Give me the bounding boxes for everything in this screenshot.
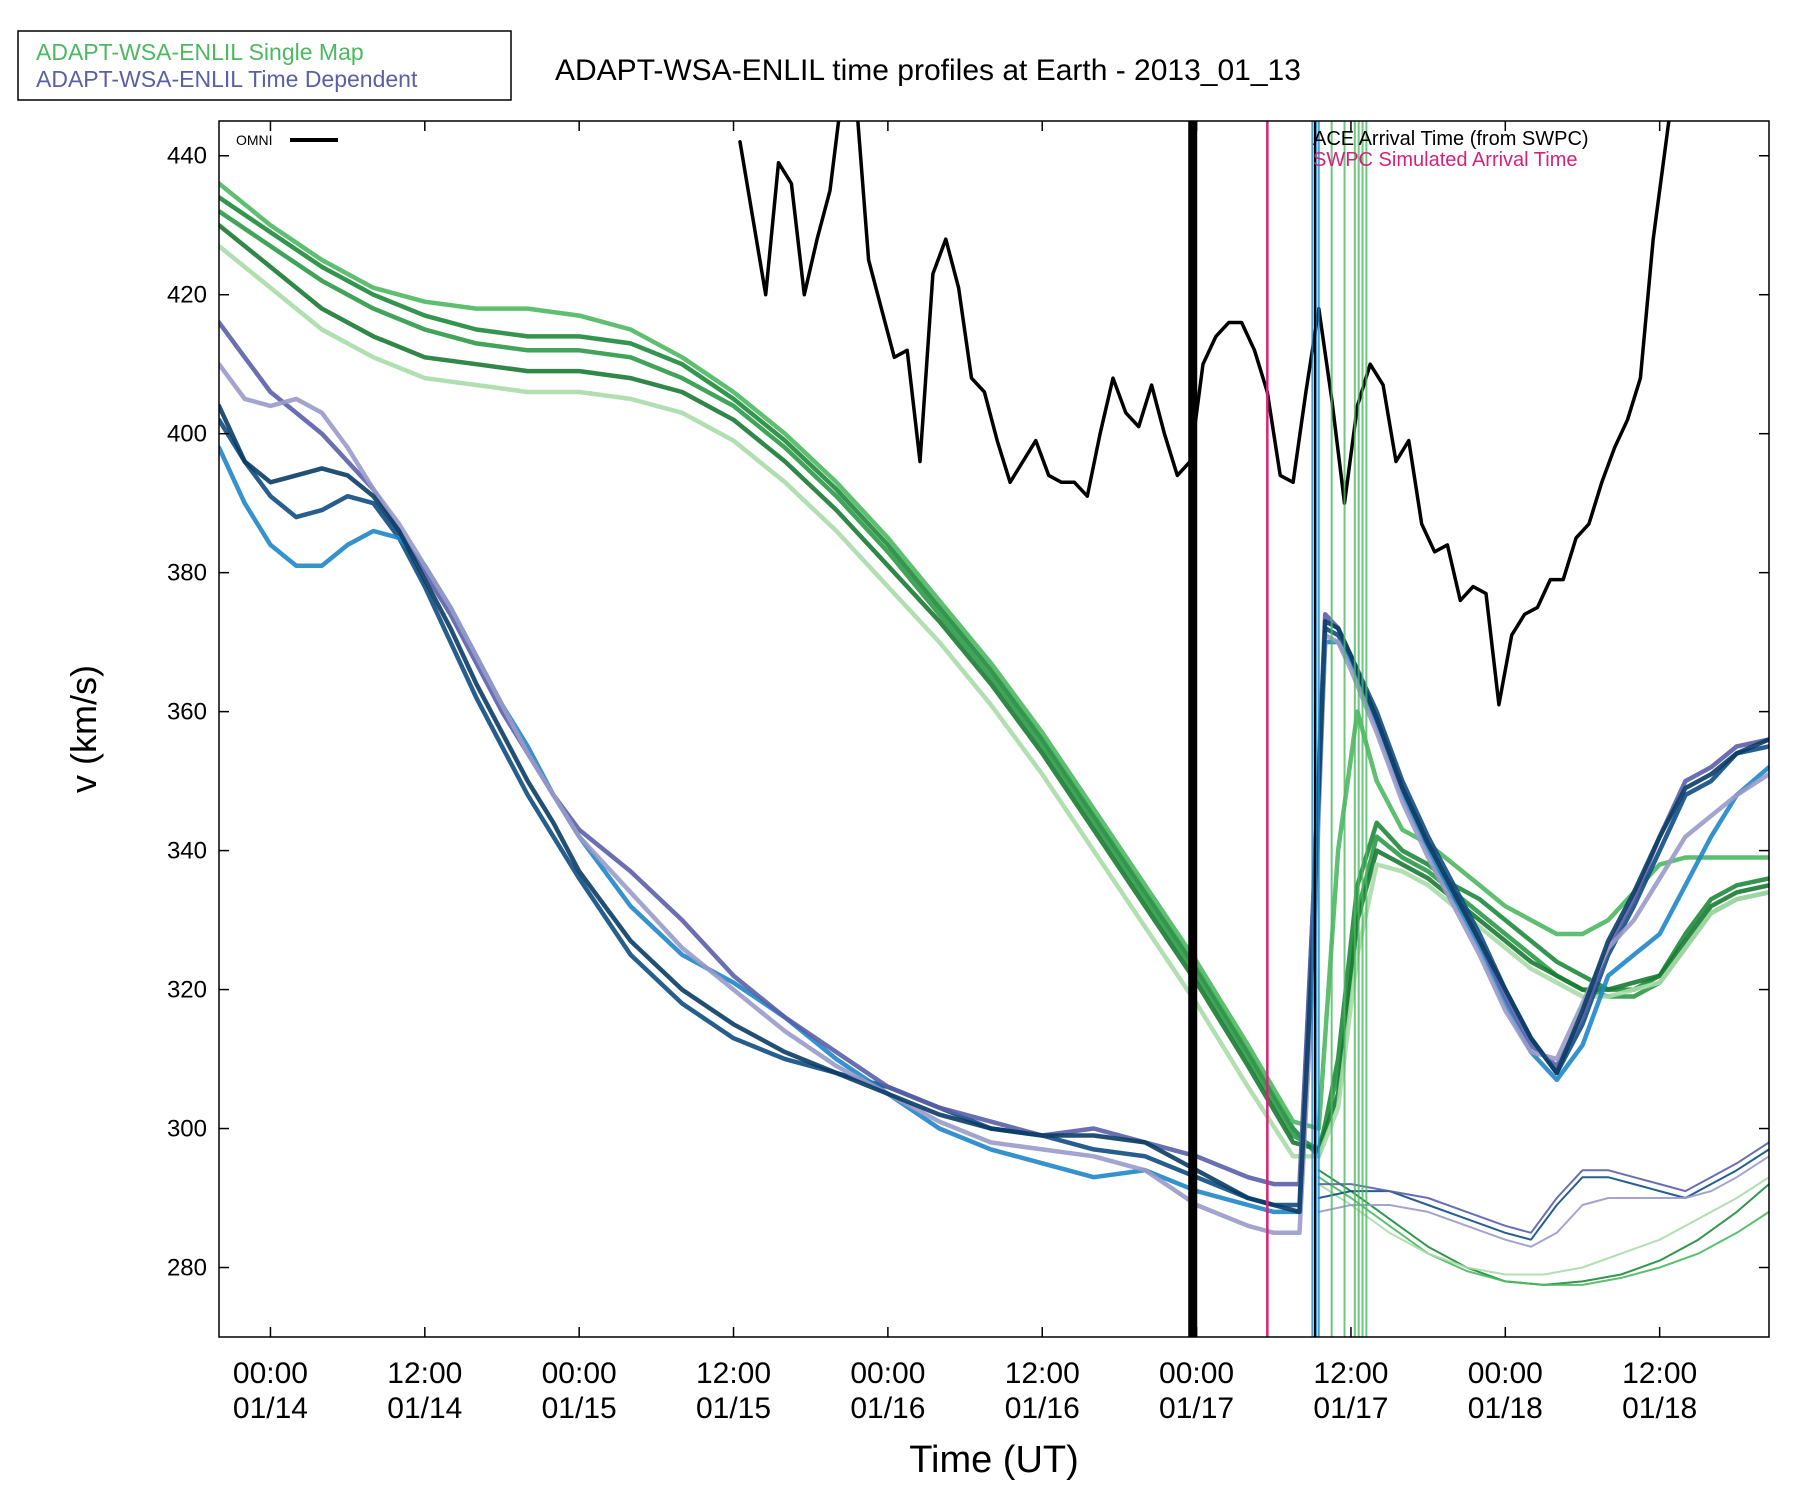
x-tick-label-date: 01/15 bbox=[696, 1392, 771, 1425]
x-tick-label-time: 00:00 bbox=[233, 1357, 308, 1390]
y-tick-label: 360 bbox=[167, 699, 207, 726]
series-line-single-map-low-branch-2 bbox=[1317, 1176, 1769, 1286]
y-tick-label: 300 bbox=[167, 1116, 207, 1143]
y-tick-label: 340 bbox=[167, 838, 207, 865]
y-tick-label: 280 bbox=[167, 1255, 207, 1282]
series-line-single-map-low-branch-1 bbox=[1317, 1169, 1769, 1286]
y-tick-label: 380 bbox=[167, 560, 207, 587]
series-line-time-dependent-e bbox=[219, 403, 1769, 1215]
x-tick-label-date: 01/16 bbox=[850, 1392, 925, 1425]
x-tick-label-time: 00:00 bbox=[542, 1357, 617, 1390]
x-axis-label: Time (UT) bbox=[909, 1439, 1079, 1481]
series-line-single-map-c bbox=[219, 181, 1769, 1131]
series-line-single-map-e bbox=[219, 243, 1769, 1159]
series-line-time-dependent-c bbox=[219, 320, 1769, 1187]
series-line-time-dependent-low-branch-1 bbox=[1317, 1148, 1769, 1241]
swpc-simulated-arrival-label: SWPC Simulated Arrival Time bbox=[1313, 149, 1578, 171]
x-axis: 00:0001/1412:0001/1400:0001/1512:0001/15… bbox=[233, 121, 1697, 1425]
y-tick-label: 440 bbox=[167, 143, 207, 170]
x-tick-label-date: 01/14 bbox=[387, 1392, 462, 1425]
x-tick-label-time: 12:00 bbox=[1313, 1357, 1388, 1390]
x-tick-label-time: 12:00 bbox=[1005, 1357, 1080, 1390]
x-tick-label-date: 01/18 bbox=[1622, 1392, 1697, 1425]
omni-legend-label: OMNI bbox=[236, 132, 273, 148]
x-tick-label-time: 12:00 bbox=[696, 1357, 771, 1390]
x-tick-label-date: 01/15 bbox=[542, 1392, 617, 1425]
plot-frame bbox=[218, 120, 1770, 1338]
series-line-single-map-d bbox=[219, 222, 1769, 1152]
x-tick-label-date: 01/17 bbox=[1313, 1392, 1388, 1425]
y-tick-label: 420 bbox=[167, 282, 207, 309]
series-layer bbox=[219, 121, 1769, 1286]
series-line-single-map-b bbox=[219, 209, 1769, 1152]
x-tick-label-date: 01/14 bbox=[233, 1392, 308, 1425]
event-lines bbox=[1188, 121, 1368, 1337]
series-line-time-dependent-d bbox=[219, 361, 1769, 1236]
x-tick-label-date: 01/18 bbox=[1468, 1392, 1543, 1425]
x-tick-label-time: 00:00 bbox=[1468, 1357, 1543, 1390]
series-line-time-dependent-a bbox=[219, 417, 1769, 1208]
series-line-time-dependent-low-branch-2 bbox=[1317, 1141, 1769, 1234]
x-tick-label-time: 00:00 bbox=[850, 1357, 925, 1390]
series-line-time-dependent-low-branch-3 bbox=[1317, 1155, 1769, 1248]
series-line-single-map-low-branch-3 bbox=[1317, 1176, 1769, 1276]
y-axis-label: v (km/s) bbox=[63, 665, 104, 793]
y-tick-label: 400 bbox=[167, 421, 207, 448]
legend-entry-single-map: ADAPT-WSA-ENLIL Single Map bbox=[36, 39, 364, 65]
x-tick-label-date: 01/17 bbox=[1159, 1392, 1234, 1425]
series-line-time-dependent-b bbox=[219, 445, 1769, 1215]
legend-entry-time-dependent: ADAPT-WSA-ENLIL Time Dependent bbox=[36, 66, 418, 92]
series-line-omni bbox=[738, 121, 1671, 707]
x-tick-label-date: 01/16 bbox=[1005, 1392, 1080, 1425]
legend-box bbox=[17, 30, 512, 101]
omni-legend: OMNI bbox=[236, 132, 338, 148]
chart-title: ADAPT-WSA-ENLIL time profiles at Earth -… bbox=[555, 54, 1301, 87]
y-tick-label: 320 bbox=[167, 977, 207, 1004]
x-tick-label-time: 00:00 bbox=[1159, 1357, 1234, 1390]
series-line-single-map-a bbox=[219, 195, 1769, 1159]
y-axis: 280 300 320 340 360 380 400 420 440 bbox=[167, 143, 1769, 1282]
x-tick-label-time: 12:00 bbox=[387, 1357, 462, 1390]
ace-arrival-label: ACE Arrival Time (from SWPC) bbox=[1313, 128, 1589, 150]
legend: ADAPT-WSA-ENLIL Single Map ADAPT-WSA-ENL… bbox=[17, 30, 512, 101]
x-tick-label-time: 12:00 bbox=[1622, 1357, 1697, 1390]
